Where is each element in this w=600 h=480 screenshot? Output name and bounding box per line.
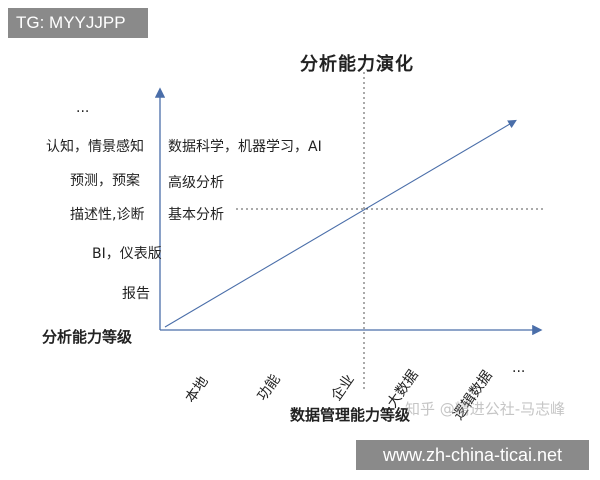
x-axis-label: 数据管理能力等级	[290, 406, 411, 424]
trend-line	[164, 119, 517, 328]
analytics-advanced: 高级分析	[168, 175, 224, 191]
level-cognition: 认知，情景感知	[46, 139, 144, 155]
tg-badge: TG: MYYJJPP	[8, 8, 148, 38]
analytics-basic: 基本分析	[168, 207, 224, 223]
x-tick-ellipsis: ...	[512, 360, 526, 376]
diagram-title: 分析能力演化	[300, 54, 414, 75]
y-axis-label: 分析能力等级	[42, 328, 133, 346]
level-report: 报告	[122, 286, 150, 302]
analytics-data-science: 数据科学，机器学习，AI	[168, 139, 322, 155]
level-prediction: 预测，预案	[70, 173, 140, 189]
level-bi-dashboard: BI，仪表版	[92, 246, 162, 262]
site-badge: www.zh-china-ticai.net	[356, 440, 589, 470]
level-descriptive: 描述性,诊断	[70, 207, 145, 223]
level-ellipsis: ...	[76, 100, 90, 116]
watermark: 知乎 @精进公社-马志峰	[405, 400, 566, 418]
